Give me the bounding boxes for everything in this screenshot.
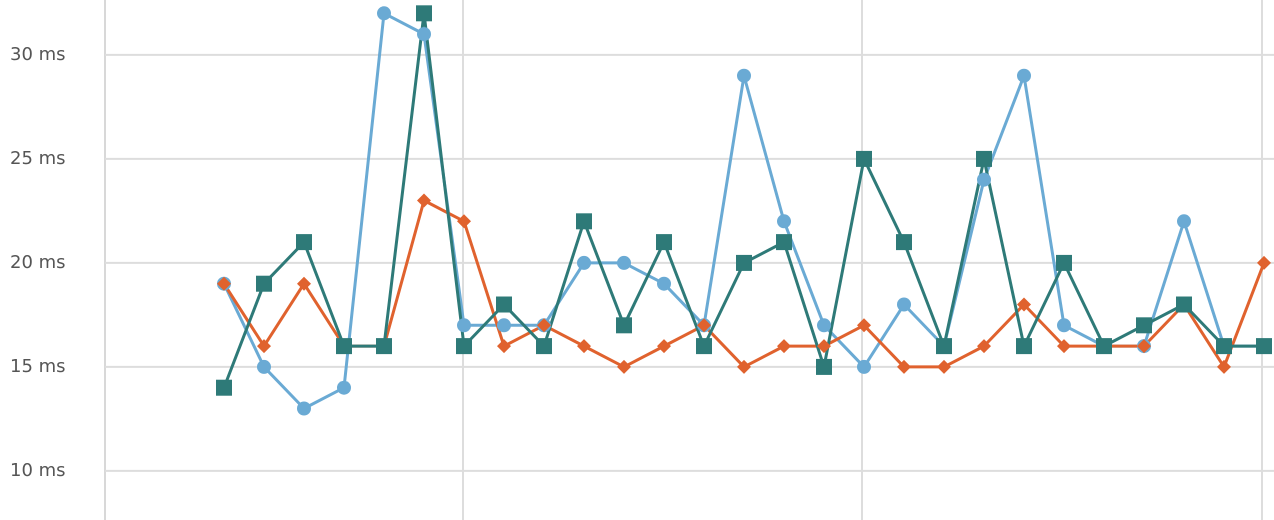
point (1177, 214, 1191, 229)
point (857, 359, 871, 374)
point (216, 379, 232, 396)
point (257, 339, 271, 354)
point (817, 339, 831, 354)
point (497, 318, 511, 333)
point (537, 318, 551, 333)
point (336, 338, 352, 355)
point (776, 234, 792, 251)
point (297, 401, 311, 416)
point (257, 359, 271, 374)
point (376, 338, 392, 355)
point (656, 234, 672, 251)
point (696, 338, 712, 355)
point (337, 380, 351, 395)
point (457, 318, 471, 333)
point (617, 255, 631, 270)
point (737, 68, 751, 83)
point (416, 5, 432, 22)
point (1176, 296, 1192, 313)
point (976, 150, 992, 167)
point (296, 234, 312, 251)
point (576, 213, 592, 230)
point (657, 339, 671, 354)
point (457, 214, 471, 229)
point (1017, 297, 1031, 312)
point (1136, 317, 1152, 334)
point (936, 338, 952, 355)
point (1217, 359, 1231, 374)
point (896, 234, 912, 251)
point (777, 339, 791, 354)
point (856, 150, 872, 167)
y-tick-label: 30 ms (10, 44, 66, 65)
point (577, 255, 591, 270)
point (697, 318, 711, 333)
point (616, 317, 632, 334)
point (1057, 339, 1071, 354)
point (1096, 338, 1112, 355)
y-tick-label: 15 ms (10, 356, 66, 377)
point (1216, 338, 1232, 355)
point (617, 359, 631, 374)
point (777, 214, 791, 229)
point (417, 193, 431, 208)
point (417, 27, 431, 42)
point (816, 358, 832, 375)
point (897, 359, 911, 374)
point (1257, 255, 1271, 270)
point (496, 296, 512, 313)
point (1017, 68, 1031, 83)
y-tick-label: 10 ms (10, 460, 66, 481)
point (456, 338, 472, 355)
point (977, 339, 991, 354)
point (256, 275, 272, 292)
point (897, 297, 911, 312)
point (377, 6, 391, 21)
point (497, 339, 511, 354)
point (1057, 318, 1071, 333)
point (297, 276, 311, 291)
point (817, 318, 831, 333)
point (217, 276, 231, 291)
point (1256, 338, 1272, 355)
point (857, 318, 871, 333)
point (1137, 339, 1151, 354)
point (1056, 254, 1072, 271)
point (657, 276, 671, 291)
point (536, 338, 552, 355)
point (737, 359, 751, 374)
point (1016, 338, 1032, 355)
y-tick-label: 25 ms (10, 148, 66, 169)
point (977, 172, 991, 187)
point (736, 254, 752, 271)
point (577, 339, 591, 354)
y-tick-label: 20 ms (10, 252, 66, 273)
point (937, 359, 951, 374)
